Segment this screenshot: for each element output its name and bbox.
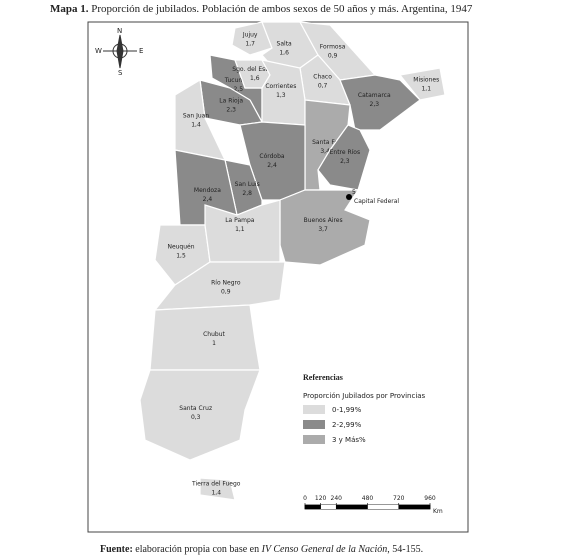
province-value: 0,9	[221, 288, 231, 295]
province-name: San Juan	[183, 113, 209, 120]
province-value: 0,3	[191, 414, 201, 421]
legend-subtitle: Proporción Jubilados por Provincias	[303, 392, 426, 400]
scale-tick-label: 720	[393, 495, 405, 502]
province-value: 2,8	[242, 190, 252, 197]
legend: Referencias Proporción Jubilados por Pro…	[303, 373, 426, 444]
province-value: 1,1	[421, 86, 431, 93]
compass-w: W	[95, 47, 102, 55]
source-pages: , 54-155.	[387, 544, 423, 555]
province-value: 2,3	[370, 101, 380, 108]
legend-swatch	[303, 420, 325, 429]
province-name: Catamarca	[358, 92, 391, 99]
province-name: Misiones	[413, 77, 439, 84]
province-value: 1,5	[176, 252, 186, 259]
scale-tick-label: 120	[315, 495, 327, 502]
province	[239, 121, 306, 201]
scale-tick-label: 960	[424, 495, 436, 502]
legend-title: Referencias	[303, 373, 343, 382]
compass-n: N	[117, 27, 122, 35]
legend-label: 0-1,99%	[332, 406, 362, 414]
capital-value: 5	[352, 189, 356, 196]
province-value: 1,6	[279, 50, 289, 57]
compass	[103, 34, 137, 69]
province-value: 1,6	[250, 75, 260, 82]
province-name: La Rioja	[219, 98, 243, 105]
source-text: elaboración propia con base en	[133, 544, 262, 555]
scale-segment	[398, 505, 430, 509]
province	[204, 199, 281, 263]
province-name: Jujuy	[242, 32, 258, 39]
legend-swatch	[303, 435, 325, 444]
compass-s: S	[118, 69, 123, 77]
province	[317, 124, 371, 191]
province-name: Salta	[277, 41, 293, 48]
province-name: Corrientes	[265, 83, 296, 90]
province-name: San Luis	[235, 181, 260, 188]
source: Fuente: elaboración propia con base en I…	[100, 544, 423, 555]
scale-segment	[336, 505, 368, 509]
source-label: Fuente:	[100, 544, 133, 555]
capital-name: Capital Federal	[354, 198, 399, 205]
scale-segment	[367, 505, 399, 509]
province	[199, 477, 236, 501]
source-work: IV Censo General de la Nación	[261, 544, 388, 555]
province	[398, 67, 446, 101]
capital-dot	[346, 194, 352, 200]
legend-label: 3 y Más%	[332, 436, 366, 444]
province-value: 2,4	[203, 196, 213, 203]
province-value: 0,7	[318, 83, 328, 90]
title-text: Proporción de jubilados. Población de am…	[91, 3, 473, 15]
title-label: Mapa 1.	[50, 3, 89, 15]
province-value: 3,7	[318, 226, 328, 233]
province-value: 1,4	[211, 489, 221, 496]
province-value: 2,3	[340, 158, 350, 165]
province-name: Entre Ríos	[330, 149, 361, 156]
scale-segment	[305, 505, 321, 509]
province-value: 1,7	[245, 41, 255, 48]
province-value: 1,4	[191, 122, 201, 129]
province-name: Chaco	[313, 74, 332, 81]
scale-tick-label: 240	[331, 495, 343, 502]
province-value: 0,9	[328, 52, 338, 59]
province-value: 1,1	[235, 226, 245, 233]
province-name: Formosa	[320, 43, 346, 50]
province	[279, 189, 371, 266]
scale-bar: 0 120 240 480 720 960 Km	[303, 495, 443, 515]
scale-tick-label: 480	[362, 495, 374, 502]
province	[139, 369, 261, 461]
province-name: Santa Fe	[312, 139, 338, 146]
province-value: 2,5	[233, 86, 243, 93]
province-value: 1,3	[276, 92, 286, 99]
province-name: Buenos Aires	[304, 217, 343, 224]
scale-unit: Km	[433, 508, 443, 515]
province-name: Sgo. del Estero	[232, 66, 277, 73]
province-name: Mendoza	[194, 187, 221, 194]
province-value: 1	[212, 340, 216, 347]
legend-label: 2-2,99%	[332, 421, 362, 429]
scale-segment	[320, 505, 337, 509]
province-name: Córdoba	[259, 153, 285, 160]
compass-e: E	[139, 47, 143, 55]
map: Jujuy 1,7 Salta 1,6 Formosa 0,9 Chaco 0,7 Mision…	[139, 21, 446, 501]
legend-swatch	[303, 405, 325, 414]
province-value: 3,4	[320, 148, 330, 155]
province	[149, 304, 261, 371]
province	[231, 21, 273, 56]
province-name: Tierra del Fuego	[191, 480, 241, 487]
province-value: 2,3	[226, 107, 236, 114]
province-name: Tucumán	[224, 77, 252, 84]
title: Mapa 1. Proporción de jubilados. Poblaci…	[50, 3, 473, 15]
province-name: Neuquén	[167, 243, 194, 250]
province-value: 2,4	[267, 162, 277, 169]
province-name: La Pampa	[225, 217, 255, 224]
province-name: Río Negro	[211, 279, 241, 286]
province	[174, 79, 227, 161]
province-name: Santa Cruz	[179, 405, 212, 412]
province-name: Chubut	[203, 331, 225, 338]
scale-tick-label: 0	[303, 495, 307, 502]
